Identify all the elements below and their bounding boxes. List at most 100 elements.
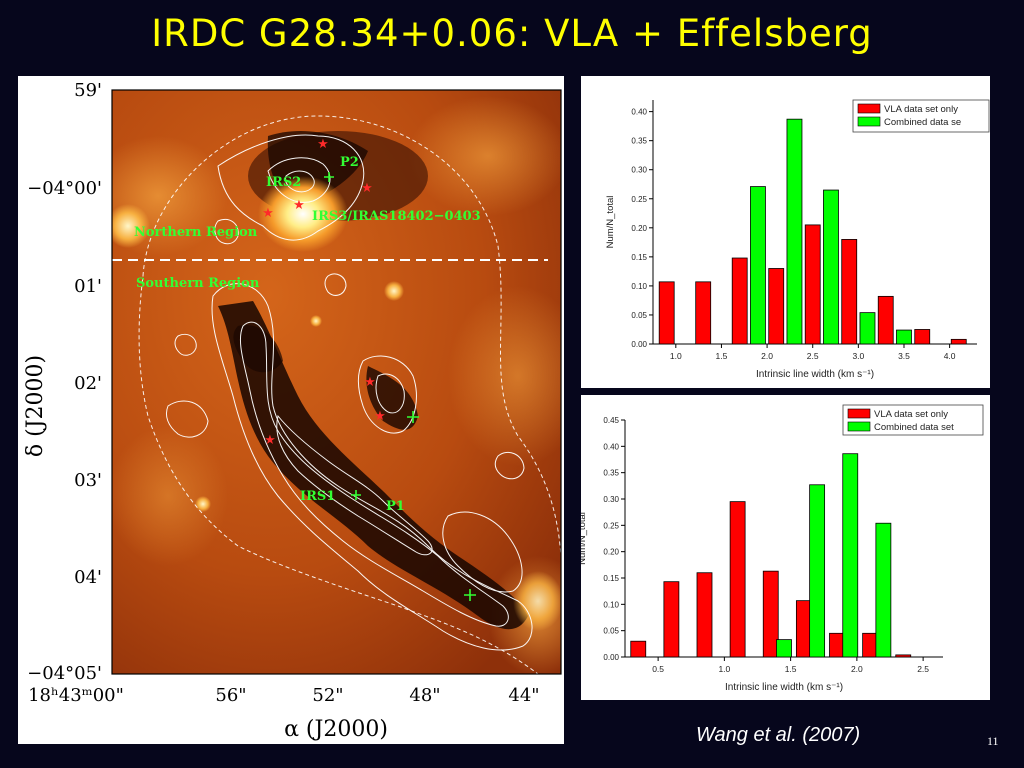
label-irs1: IRS1 [300,489,335,504]
cross-markers [324,172,476,601]
y-tick-label: 0.30 [631,166,647,175]
ammonia-contour-map: ★ ★ ★ ★ ★ ★ ★ P2 IRS2 IRS3/IRAS18402−040… [18,76,564,744]
histogram-bar [658,281,675,345]
y-tick-label: 0.00 [631,340,647,349]
histogram-top: 0.00 0.05 0.10 0.15 0.20 0.25 0.30 0.35 0.40 1.0 1… [581,76,990,388]
y-tick-label: 0.35 [603,469,619,478]
legend-label: VLA data set only [874,409,948,420]
histogram-bottom-chart: 0.00 0.05 0.10 0.15 0.20 0.25 0.30 0.35 0.40 0.45… [581,404,984,693]
map-figure: ★ ★ ★ ★ ★ ★ ★ P2 IRS2 IRS3/IRAS18402−040… [23,80,562,742]
x-tick-label: 0.5 [652,664,664,674]
y-tick-label: −04°05' [27,663,102,684]
y-axis-title: δ (J2000) [23,355,48,457]
label-southern-region: Southern Region [136,276,260,291]
label-p1: P1 [386,499,405,514]
x-tick-label: 18ʰ43ᵐ00" [28,685,124,706]
x-tick-label: 1.5 [716,351,728,361]
star-marker: ★ [264,433,276,448]
histogram-bar [776,639,792,658]
histogram-bar [859,312,876,345]
histogram-bar [877,295,894,345]
x-tick-label: 4.0 [944,351,956,361]
slide-title: IRDC G28.34+0.06: VLA + Effelsberg [151,12,873,55]
legend-swatch [857,103,881,114]
y-tick-label: 0.05 [603,627,619,636]
x-tick-label: 2.5 [807,351,819,361]
x-tick-label: 1.5 [785,664,797,674]
y-tick-label: 59' [74,80,102,101]
x-tick-label: 52" [312,685,343,706]
y-tick-label: 0.15 [603,574,619,583]
y-tick-label: 0.10 [603,600,619,609]
legend-swatch [847,421,871,432]
legend-label: VLA data set only [884,104,958,115]
cross-marker [324,172,334,182]
y-tick-label: 0.40 [603,442,619,451]
y-tick-label: 03' [74,470,102,491]
star-marker: ★ [293,198,305,213]
x-axis-title: Intrinsic line width (km s⁻¹) [725,682,843,693]
label-northern-region: Northern Region [134,225,258,240]
page-number: 11 [987,734,999,748]
y-tick-label: 0.20 [631,224,647,233]
map-frame [111,89,562,675]
x-tick-label: 2.0 [761,351,773,361]
histogram-bar [630,640,647,658]
y-tick-label: 02' [74,373,102,394]
histogram-bottom: 0.00 0.05 0.10 0.15 0.20 0.25 0.30 0.35 0.40 0.45… [581,395,990,700]
y-tick-label: 0.20 [603,548,619,557]
star-markers: ★ ★ ★ ★ ★ ★ ★ [262,137,386,448]
histogram-bar [750,186,766,345]
histogram-bar [950,338,967,345]
label-p2: P2 [340,155,359,170]
star-marker: ★ [374,409,386,424]
x-axis-title: α (J2000) [284,717,388,742]
histogram-bar [914,329,931,345]
citation: Wang et al. (2007) [696,724,861,746]
y-axis-title: Num/N_total [605,196,616,249]
histogram-top-chart: 0.00 0.05 0.10 0.15 0.20 0.25 0.30 0.35 0.40 1.0 1… [605,99,990,380]
x-tick-label: 1.0 [718,664,730,674]
histogram-bar [695,281,712,345]
y-tick-label: −04°00' [27,178,102,199]
x-tick-label: 48" [409,685,440,706]
y-tick-label: 01' [74,276,102,297]
histogram-bar [842,453,859,658]
y-tick-label: 0.05 [631,311,647,320]
cross-marker [351,490,361,500]
x-tick-label: 56" [215,685,246,706]
y-tick-label: 0.25 [631,195,647,204]
star-marker: ★ [317,137,329,152]
legend-swatch [857,116,881,127]
star-marker: ★ [361,181,373,196]
x-tick-label: 2.0 [851,664,863,674]
cross-marker [464,589,476,601]
y-tick-label: 04' [74,567,102,588]
histogram-bar [823,189,839,345]
x-tick-label: 2.5 [917,664,929,674]
x-tick-label: 3.5 [898,351,910,361]
y-tick-label: 0.30 [603,495,619,504]
histogram-bar [696,572,713,658]
y-tick-label: 0.45 [603,416,619,425]
y-axis-title: Num/N_total [581,512,588,565]
star-marker: ★ [262,206,274,221]
histogram-bar [762,570,779,658]
legend-label: Combined data se [884,117,961,128]
y-tick-label: 0.40 [631,108,647,117]
star-marker: ★ [364,375,376,390]
legend-swatch [847,408,871,419]
y-tick-label: 0.15 [631,253,647,262]
histogram-bar [786,118,803,345]
histogram-bar [896,329,912,345]
label-irs2: IRS2 [266,175,301,190]
histogram-bar [768,268,785,345]
histogram-bar [862,632,879,658]
histogram-bar [804,224,821,345]
y-tick-label: 0.00 [603,653,619,662]
x-tick-label: 44" [508,685,539,706]
histogram-bar [875,522,892,658]
histogram-bar [841,239,858,345]
legend-label: Combined data set [874,422,954,433]
histogram-bar [663,581,680,658]
